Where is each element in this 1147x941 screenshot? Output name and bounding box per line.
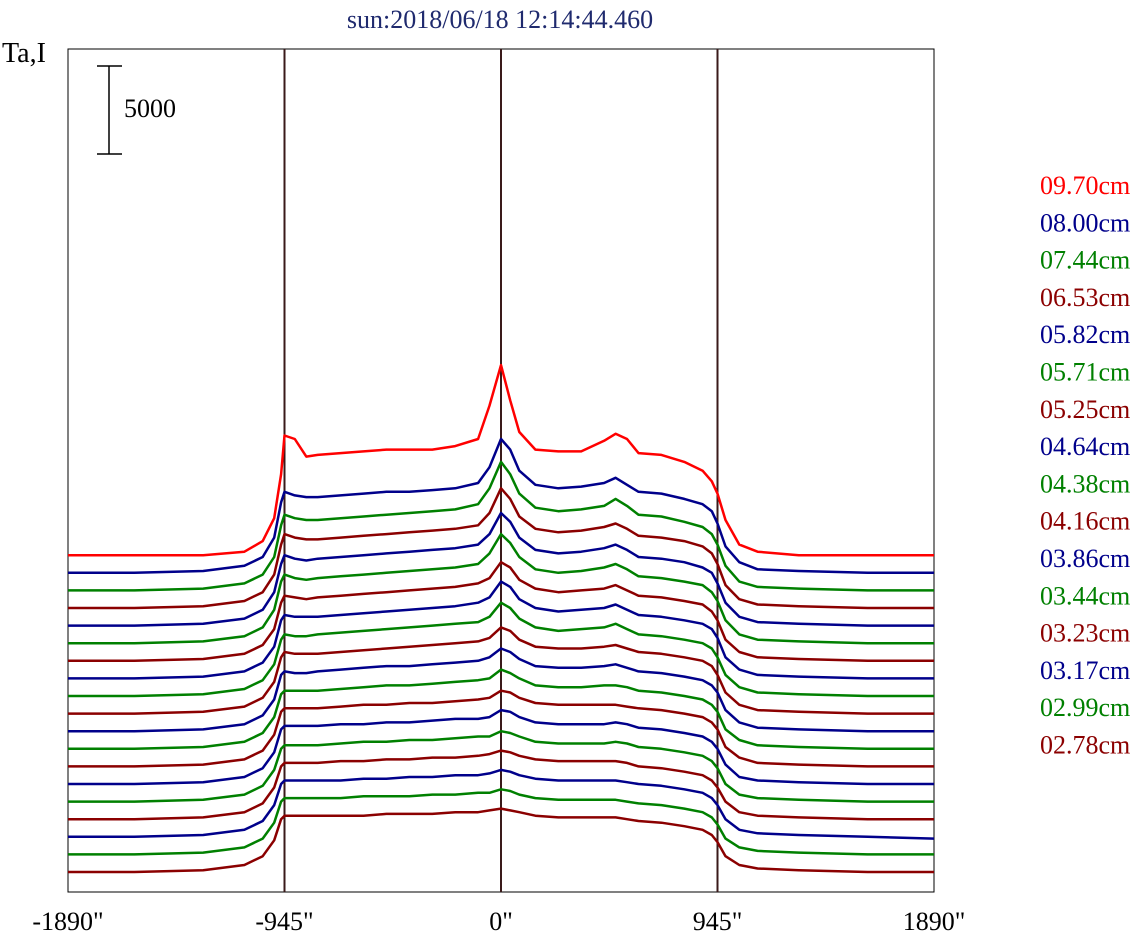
series-line-13 xyxy=(68,708,934,786)
legend-entry: 04.16cm xyxy=(1040,507,1130,536)
legend-entry: 03.86cm xyxy=(1040,544,1130,573)
legend-entry: 03.17cm xyxy=(1040,656,1130,685)
series-line-6 xyxy=(68,560,934,663)
series-line-5 xyxy=(68,532,934,645)
legend-entry: 04.64cm xyxy=(1040,432,1130,461)
legend-entry: 02.99cm xyxy=(1040,693,1130,722)
series-line-1 xyxy=(68,437,934,575)
legend-entry: 05.71cm xyxy=(1040,358,1130,387)
series-line-0 xyxy=(68,363,934,557)
legend-entry: 08.00cm xyxy=(1040,208,1130,237)
legend-entry: 05.25cm xyxy=(1040,395,1130,424)
series-line-7 xyxy=(68,580,934,680)
series-line-17 xyxy=(68,788,934,856)
series-line-16 xyxy=(68,768,935,840)
legend-entry: 03.44cm xyxy=(1040,581,1130,610)
legend-entry: 06.53cm xyxy=(1040,283,1130,312)
vertical-reference-lines xyxy=(283,49,719,892)
legend-entry: 07.44cm xyxy=(1040,246,1130,275)
x-axis-ticks: -1890" -945" 0" 945" 1890" xyxy=(32,907,965,936)
series-line-4 xyxy=(68,511,934,627)
series-lines xyxy=(68,363,935,874)
scale-bar-label: 5000 xyxy=(124,94,176,123)
x-tick-label: 945" xyxy=(693,907,743,936)
x-tick-label: 0" xyxy=(489,907,513,936)
legend-entry: 03.23cm xyxy=(1040,619,1130,648)
series-line-9 xyxy=(68,626,934,715)
legend-entry: 05.82cm xyxy=(1040,320,1130,349)
legend-entry: 02.78cm xyxy=(1040,731,1130,760)
series-line-18 xyxy=(68,807,934,874)
series-line-12 xyxy=(68,689,934,768)
series-line-11 xyxy=(68,668,934,751)
series-line-10 xyxy=(68,647,934,733)
series-line-8 xyxy=(68,601,934,698)
x-tick-label: 1890" xyxy=(903,907,966,936)
scale-bar: 5000 xyxy=(97,65,176,155)
series-line-15 xyxy=(68,749,934,821)
y-axis-label: Ta,I xyxy=(2,38,46,69)
legend-entry: 04.38cm xyxy=(1040,469,1130,498)
chart-title: sun:2018/06/18 12:14:44.460 xyxy=(347,5,653,34)
legend: 09.70cm 08.00cm 07.44cm 06.53cm 05.82cm 05.71… xyxy=(1040,171,1130,760)
x-tick-label: -1890" xyxy=(32,907,103,936)
series-line-3 xyxy=(68,487,934,610)
series-line-14 xyxy=(68,729,934,803)
series-line-2 xyxy=(68,460,934,592)
legend-entry: 09.70cm xyxy=(1040,171,1130,200)
x-tick-label: -945" xyxy=(255,907,313,936)
